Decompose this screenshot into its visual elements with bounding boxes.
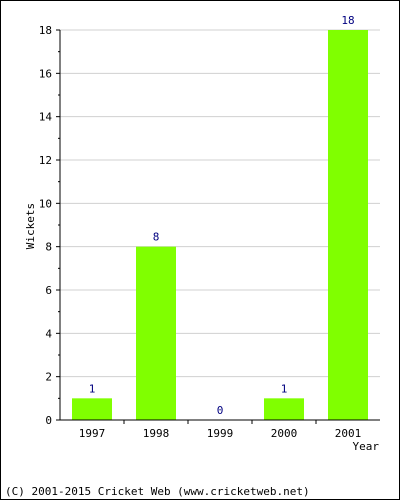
y-tick-label: 4	[45, 327, 52, 340]
bar	[264, 398, 304, 420]
y-tick-label: 16	[39, 67, 52, 80]
y-tick-label: 12	[39, 154, 52, 167]
axes	[56, 29, 380, 424]
x-axis-title: Year	[353, 440, 380, 453]
y-tick-label: 18	[39, 24, 52, 37]
bar	[328, 30, 368, 420]
x-tick-label: 2000	[271, 427, 298, 440]
bar	[136, 246, 176, 420]
gridlines	[60, 29, 380, 378]
y-tick-label: 10	[39, 197, 52, 210]
y-tick-label: 14	[39, 111, 53, 124]
y-axis-title: Wickets	[24, 203, 37, 249]
copyright-footer: (C) 2001-2015 Cricket Web (www.cricketwe…	[5, 485, 310, 498]
data-label: 0	[217, 404, 224, 417]
data-label: 8	[153, 231, 160, 244]
y-tick-label: 6	[45, 284, 52, 297]
data-label: 1	[281, 382, 288, 395]
data-label: 18	[341, 14, 354, 27]
bar	[72, 398, 112, 420]
data-label: 1	[89, 382, 96, 395]
x-tick-label: 2001	[335, 427, 362, 440]
x-tick-label: 1998	[143, 427, 170, 440]
x-tick-label: 1999	[207, 427, 234, 440]
y-tick-label: 0	[45, 414, 52, 427]
labels: 0 2 4 6 8 10 12 14 16 18 1 1997 8 1998 0 1999 1 2000 18 200…	[39, 14, 362, 440]
x-tick-label: 1997	[79, 427, 106, 440]
y-tick-label: 2	[45, 371, 52, 384]
y-tick-label: 8	[45, 241, 52, 254]
bars	[72, 30, 368, 420]
